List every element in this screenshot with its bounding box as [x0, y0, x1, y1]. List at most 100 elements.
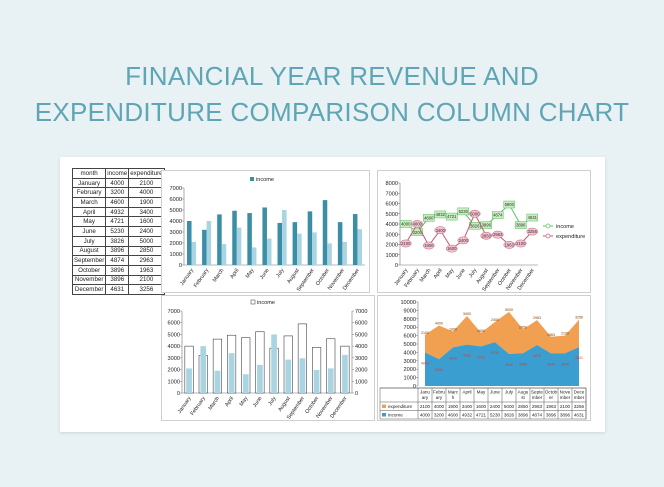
table-cell[interactable]: 3896	[105, 245, 130, 257]
table-header[interactable]: expenditure	[128, 168, 165, 179]
category-label: er	[549, 395, 554, 400]
data-label: 2850	[482, 233, 492, 238]
table-value: 3896	[518, 413, 529, 418]
table-cell[interactable]: 2850	[128, 245, 165, 257]
bar-expenditure	[342, 354, 348, 393]
table-value: 5000	[504, 404, 515, 409]
table-cell[interactable]: 2963	[128, 255, 165, 266]
data-label: 1963	[505, 242, 515, 247]
table-cell[interactable]: 2400	[128, 226, 165, 237]
table-cell[interactable]: 2100	[128, 274, 165, 286]
bar-expenditure	[327, 243, 332, 265]
table-cell[interactable]: June	[71, 226, 107, 237]
table-cell[interactable]: 1963	[128, 264, 165, 276]
y-tick-label-left: 7000	[168, 309, 180, 315]
y-tick-label: 3000	[404, 359, 416, 365]
data-label-box	[469, 209, 481, 218]
data-label-box	[515, 239, 527, 248]
line-chart-panel[interactable]: 0 1000 2000 3000 4000 5000 6000 7000 8000 4000 320…	[377, 170, 591, 293]
y-tick-label: 2000	[386, 243, 398, 249]
bar-expenditure	[313, 370, 320, 393]
y-tick-label: 3000	[386, 232, 398, 238]
x-tick-label: July	[275, 267, 286, 279]
table-value: 1900	[448, 404, 459, 409]
table-cell[interactable]: July	[71, 235, 107, 247]
table-cell[interactable]: May	[71, 216, 107, 228]
table-cell[interactable]: 3400	[128, 206, 165, 218]
x-tick-label: July	[468, 267, 479, 279]
table-cell[interactable]: 1900	[128, 197, 165, 208]
category-label: April	[462, 390, 471, 395]
data-label-income: 4874	[533, 354, 541, 358]
data-label: 3826	[470, 223, 480, 228]
data-label: 2400	[459, 238, 469, 243]
y-tick-label: 8000	[404, 317, 416, 323]
table-value: 1963	[546, 404, 557, 409]
data-label: 5230	[459, 209, 469, 214]
data-label-income: 5230	[491, 351, 499, 355]
table-header[interactable]: month	[71, 168, 107, 179]
data-label-box	[400, 220, 412, 228]
x-tick-label: May	[445, 267, 456, 279]
bar-expenditure	[297, 233, 302, 265]
bar-chart-panel-1[interactable]: 0 1000 2000 3000 4000 5000 6000 7000 income Janua…	[161, 170, 370, 293]
data-label-expenditure: 1900	[449, 327, 457, 331]
data-label: 2100	[516, 241, 526, 246]
table-cell[interactable]: 5000	[128, 235, 165, 247]
table-cell[interactable]: 5230	[105, 226, 130, 237]
legend-label: income	[256, 177, 274, 183]
table-cell[interactable]: October	[71, 264, 107, 276]
table-cell[interactable]: April	[71, 206, 107, 218]
table-header[interactable]: income	[105, 168, 130, 179]
data-label-box	[457, 236, 469, 245]
data-label: 2963	[493, 232, 503, 237]
table-cell[interactable]: December	[71, 284, 107, 295]
table-cell[interactable]: 3896	[105, 264, 130, 276]
data-label-income: 4631	[575, 356, 583, 360]
table-cell[interactable]: 3826	[105, 235, 130, 247]
table-value: 3400	[462, 404, 473, 409]
table-value: 4932	[462, 413, 473, 418]
category-label: Octob	[545, 390, 558, 395]
table-cell[interactable]: November	[71, 274, 107, 286]
y-tick-label: 6000	[386, 202, 398, 208]
table-cell[interactable]: 4874	[105, 255, 130, 266]
bar-chart-panel-2[interactable]: 0 1000 2000 3000 4000 5000 6000 7000 0 1000 2000 30…	[161, 295, 375, 421]
table-cell[interactable]: 4600	[105, 197, 130, 208]
data-label-box	[492, 211, 504, 219]
area-expenditure	[425, 311, 579, 360]
table-cell[interactable]: 3256	[128, 284, 165, 295]
table-cell[interactable]: 3896	[105, 274, 130, 286]
table-cell[interactable]: 4631	[105, 284, 130, 295]
y-tick-label-left: 6000	[168, 321, 180, 327]
table-cell[interactable]: 3200	[105, 187, 130, 199]
data-label: 1900	[424, 243, 434, 248]
table-cell[interactable]: 1600	[128, 216, 165, 228]
x-tick-label: July	[267, 395, 278, 407]
data-label-income: 4932	[463, 354, 471, 358]
y-tick-label-right: 3000	[355, 356, 367, 362]
table-cell[interactable]: January	[71, 177, 107, 189]
table-cell[interactable]: 4721	[105, 216, 130, 228]
table-cell[interactable]: 2100	[128, 177, 165, 189]
y-tick-label-right: 6000	[355, 321, 367, 327]
category-label: June	[490, 390, 500, 395]
y-tick-label: 4000	[404, 350, 416, 356]
table-cell[interactable]: 4000	[105, 177, 130, 189]
y-tick-label: 2000	[170, 241, 182, 247]
table-cell[interactable]: 4000	[128, 187, 165, 199]
table-value: 4721	[476, 413, 487, 418]
area-chart: 0 1000 2000 3000 4000 5000 6000 7000 8000 9000 100…	[379, 300, 587, 420]
data-label: 3896	[482, 223, 492, 228]
table-cell[interactable]: September	[71, 255, 107, 266]
area-chart-panel[interactable]: 0 1000 2000 3000 4000 5000 6000 7000 8000 9000 100…	[377, 295, 591, 421]
table-cell[interactable]: 4932	[105, 206, 130, 218]
table-cell[interactable]: March	[71, 197, 107, 208]
table-cell[interactable]: August	[71, 245, 107, 257]
data-label-box	[480, 231, 492, 240]
title-line-1: FINANCIAL YEAR REVENUE AND	[125, 61, 539, 91]
category-label: mber	[532, 395, 543, 400]
table-cell[interactable]: February	[71, 187, 107, 199]
data-label-income: 3896	[561, 362, 569, 366]
y-tick-label-left: 1000	[168, 379, 180, 385]
